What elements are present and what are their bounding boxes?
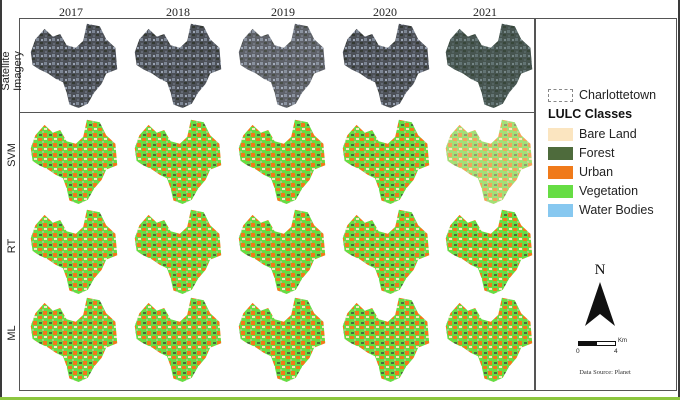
row-label-svm: SVM	[6, 143, 18, 167]
year-label-2018: 2018	[166, 5, 190, 19]
forest-swatch-icon	[548, 146, 573, 160]
legend-label: Forest	[579, 146, 615, 160]
north-arrow-icon	[585, 282, 615, 326]
satellite-map-2019	[238, 23, 326, 108]
data-source: Data Source: Planet	[579, 369, 631, 376]
scale-start: 0	[576, 348, 580, 355]
legend-panel	[535, 18, 677, 391]
water-swatch-icon	[548, 203, 573, 217]
legend-item-water-bodies: Water Bodies	[548, 203, 654, 217]
boundary-swatch-icon	[548, 88, 573, 102]
vegetation-swatch-icon	[548, 184, 573, 198]
legend-label: Vegetation	[579, 184, 639, 198]
satellite-map-2021	[445, 23, 533, 108]
satellite-map-2017	[30, 23, 118, 108]
ml-map-2020	[342, 297, 430, 382]
legend-item-bare-land: Bare Land	[548, 127, 637, 141]
legend-item-forest: Forest	[548, 146, 614, 160]
row-divider	[19, 112, 535, 113]
bare-land-swatch-icon	[548, 127, 573, 141]
left-border	[0, 0, 2, 400]
legend-boundary: Charlottetown	[548, 88, 656, 102]
legend-label: Water Bodies	[579, 203, 654, 217]
rt-map-2018	[134, 209, 222, 294]
rt-map-2017	[30, 209, 118, 294]
legend-item-urban: Urban	[548, 165, 613, 179]
scale-bar	[578, 341, 616, 346]
rt-map-2020	[342, 209, 430, 294]
svm-map-2019	[238, 119, 326, 204]
svm-map-2018	[134, 119, 222, 204]
right-border	[678, 0, 680, 400]
bottom-accent-bar	[0, 397, 680, 400]
legend-label: Urban	[579, 165, 614, 179]
row-label-rt: RT	[6, 238, 18, 254]
legend-item-vegetation: Vegetation	[548, 184, 638, 198]
legend-label: Bare Land	[579, 127, 637, 141]
legend-boundary-label: Charlottetown	[579, 88, 657, 102]
satellite-map-2018	[134, 23, 222, 108]
ml-map-2021	[445, 297, 533, 382]
satellite-map-2020	[342, 23, 430, 108]
north-label: N	[594, 262, 606, 278]
scale-end: 4	[614, 348, 618, 355]
ml-map-2018	[134, 297, 222, 382]
svm-map-2017	[30, 119, 118, 204]
rt-map-2019	[238, 209, 326, 294]
ml-map-2017	[30, 297, 118, 382]
map-grid-frame	[19, 18, 535, 391]
year-label-2020: 2020	[373, 5, 397, 19]
year-label-2017: 2017	[59, 5, 83, 19]
svm-map-2021	[445, 119, 533, 204]
svm-map-2020	[342, 119, 430, 204]
rt-map-2021	[445, 209, 533, 294]
year-label-2019: 2019	[271, 5, 295, 19]
urban-swatch-icon	[548, 165, 573, 179]
row-label-satellite: Satellite Imagery	[0, 51, 24, 91]
scale-unit: Km	[618, 338, 627, 344]
legend-title: LULC Classes	[548, 107, 633, 121]
row-label-ml: ML	[6, 325, 18, 341]
year-label-2021: 2021	[473, 5, 497, 19]
ml-map-2019	[238, 297, 326, 382]
